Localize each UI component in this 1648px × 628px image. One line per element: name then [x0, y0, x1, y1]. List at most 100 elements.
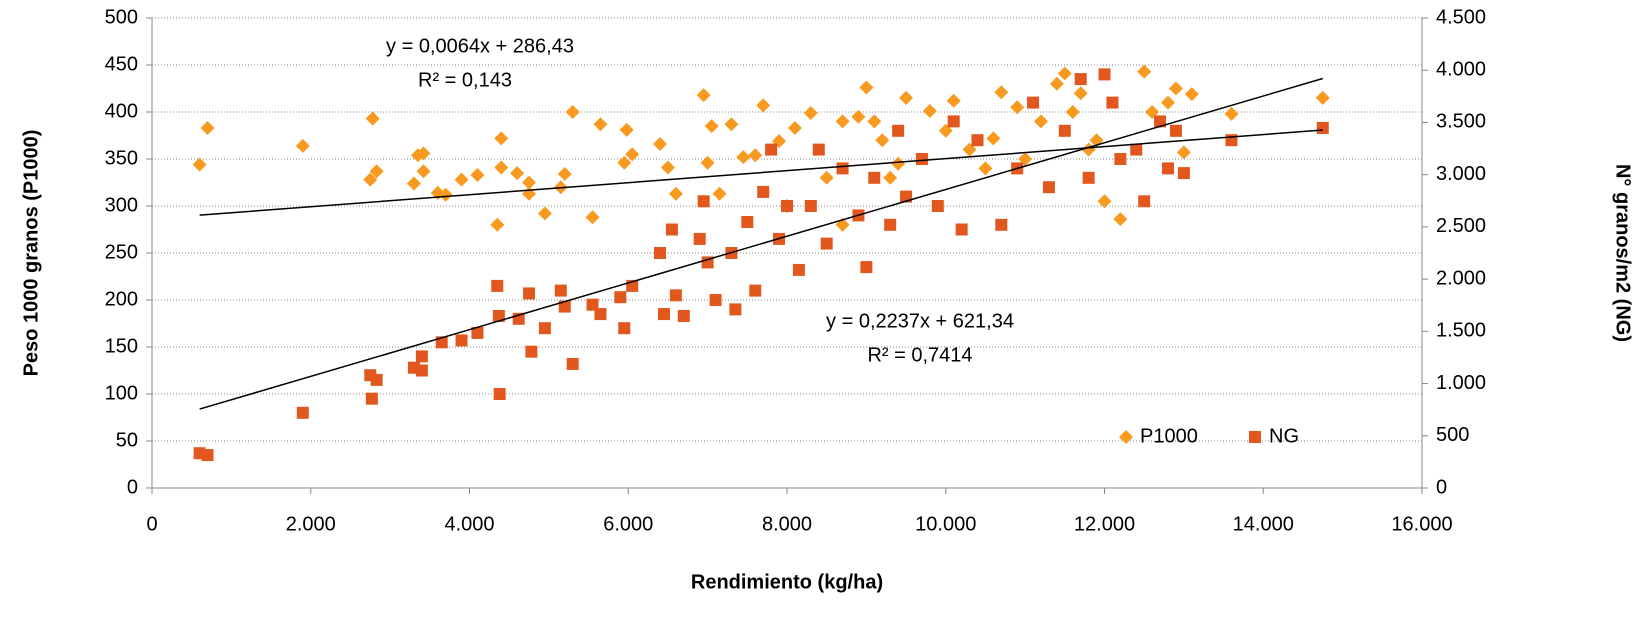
point: [978, 161, 993, 176]
point: [696, 88, 711, 103]
point: [1073, 86, 1088, 101]
point: [363, 172, 378, 187]
y-tick-label: 400: [105, 100, 138, 122]
y2-tick-label: 2.500: [1436, 215, 1486, 237]
point: [438, 187, 453, 202]
point: [749, 284, 762, 297]
y2-tick-label: 4.500: [1436, 6, 1486, 28]
y2-tick-label: 2.000: [1436, 267, 1486, 289]
point: [618, 322, 631, 335]
x-tick-label: 2.000: [286, 513, 336, 535]
point: [586, 298, 599, 311]
point: [660, 160, 675, 175]
point: [665, 223, 678, 236]
y-tick-label: 0: [127, 476, 138, 498]
y-tick-label: 350: [105, 147, 138, 169]
point: [415, 350, 428, 363]
point: [971, 134, 984, 147]
x-tick-label: 10.000: [915, 513, 976, 535]
point: [522, 175, 537, 190]
trendline-equation: R² = 0,7414: [867, 344, 972, 366]
y2-tick-label: 4.000: [1436, 59, 1486, 81]
point: [820, 237, 833, 250]
point: [757, 185, 770, 198]
point: [492, 309, 505, 322]
point: [835, 114, 850, 129]
point: [1010, 100, 1025, 115]
point: [454, 172, 469, 187]
point: [192, 157, 207, 172]
x-tick-label: 12.000: [1074, 513, 1135, 535]
legend-label: P1000: [1140, 425, 1198, 447]
point: [654, 247, 666, 259]
legend-marker: [1249, 431, 1261, 443]
point: [891, 156, 906, 171]
point: [693, 232, 706, 245]
y-tick-label: 450: [105, 53, 138, 75]
point: [1316, 121, 1329, 134]
point: [365, 111, 380, 126]
point: [1065, 105, 1080, 119]
point: [709, 294, 722, 306]
point: [490, 217, 505, 232]
trendline: [199, 129, 1323, 216]
y2-tick-label: 1.000: [1436, 372, 1486, 394]
point: [406, 176, 421, 191]
point: [201, 449, 214, 462]
point: [494, 131, 509, 146]
y-tick-label: 500: [105, 6, 138, 28]
point: [955, 223, 968, 236]
point: [1138, 195, 1151, 208]
point: [1098, 68, 1111, 81]
point: [1162, 162, 1174, 175]
point: [922, 104, 937, 119]
point: [765, 143, 778, 156]
point: [493, 388, 506, 400]
point: [804, 200, 817, 212]
x-tick-label: 6.000: [603, 513, 653, 535]
point: [729, 303, 742, 316]
point: [884, 218, 897, 231]
x-axis-label: Rendimiento (kg/ha): [691, 571, 883, 593]
point: [883, 170, 898, 185]
point: [836, 162, 849, 175]
y-tick-label: 100: [105, 382, 138, 404]
y2-tick-label: 1.500: [1436, 320, 1486, 342]
y-tick-label: 300: [105, 194, 138, 216]
trendline-equation: y = 0,2237x + 621,34: [826, 310, 1014, 332]
point: [593, 117, 608, 132]
point: [868, 171, 881, 184]
point: [416, 164, 431, 179]
point: [1184, 87, 1199, 102]
point: [471, 326, 484, 339]
point: [1082, 171, 1095, 184]
y-tick-label: 200: [105, 288, 138, 310]
point: [617, 155, 632, 170]
y-axis-label: Peso 1000 granos (P1000): [20, 130, 42, 377]
point: [741, 215, 754, 228]
point: [995, 218, 1008, 231]
point: [1114, 153, 1127, 165]
point: [565, 105, 580, 119]
point: [931, 200, 944, 212]
point: [1168, 81, 1183, 96]
point: [557, 167, 572, 182]
point: [1042, 181, 1055, 194]
point: [1106, 96, 1119, 109]
point: [554, 284, 567, 297]
point: [1057, 66, 1072, 81]
point: [787, 120, 802, 135]
point: [792, 263, 805, 276]
point: [1034, 114, 1048, 129]
point: [295, 138, 310, 153]
point: [712, 186, 727, 201]
point: [736, 150, 751, 165]
y2-axis-label: N° granos/m2 (NG): [1612, 164, 1634, 342]
x-tick-label: 4.000: [444, 513, 494, 535]
point: [523, 287, 536, 300]
point: [892, 124, 905, 137]
legend-label: NG: [1269, 425, 1299, 447]
y2-tick-label: 0: [1436, 476, 1447, 498]
point: [594, 308, 607, 321]
